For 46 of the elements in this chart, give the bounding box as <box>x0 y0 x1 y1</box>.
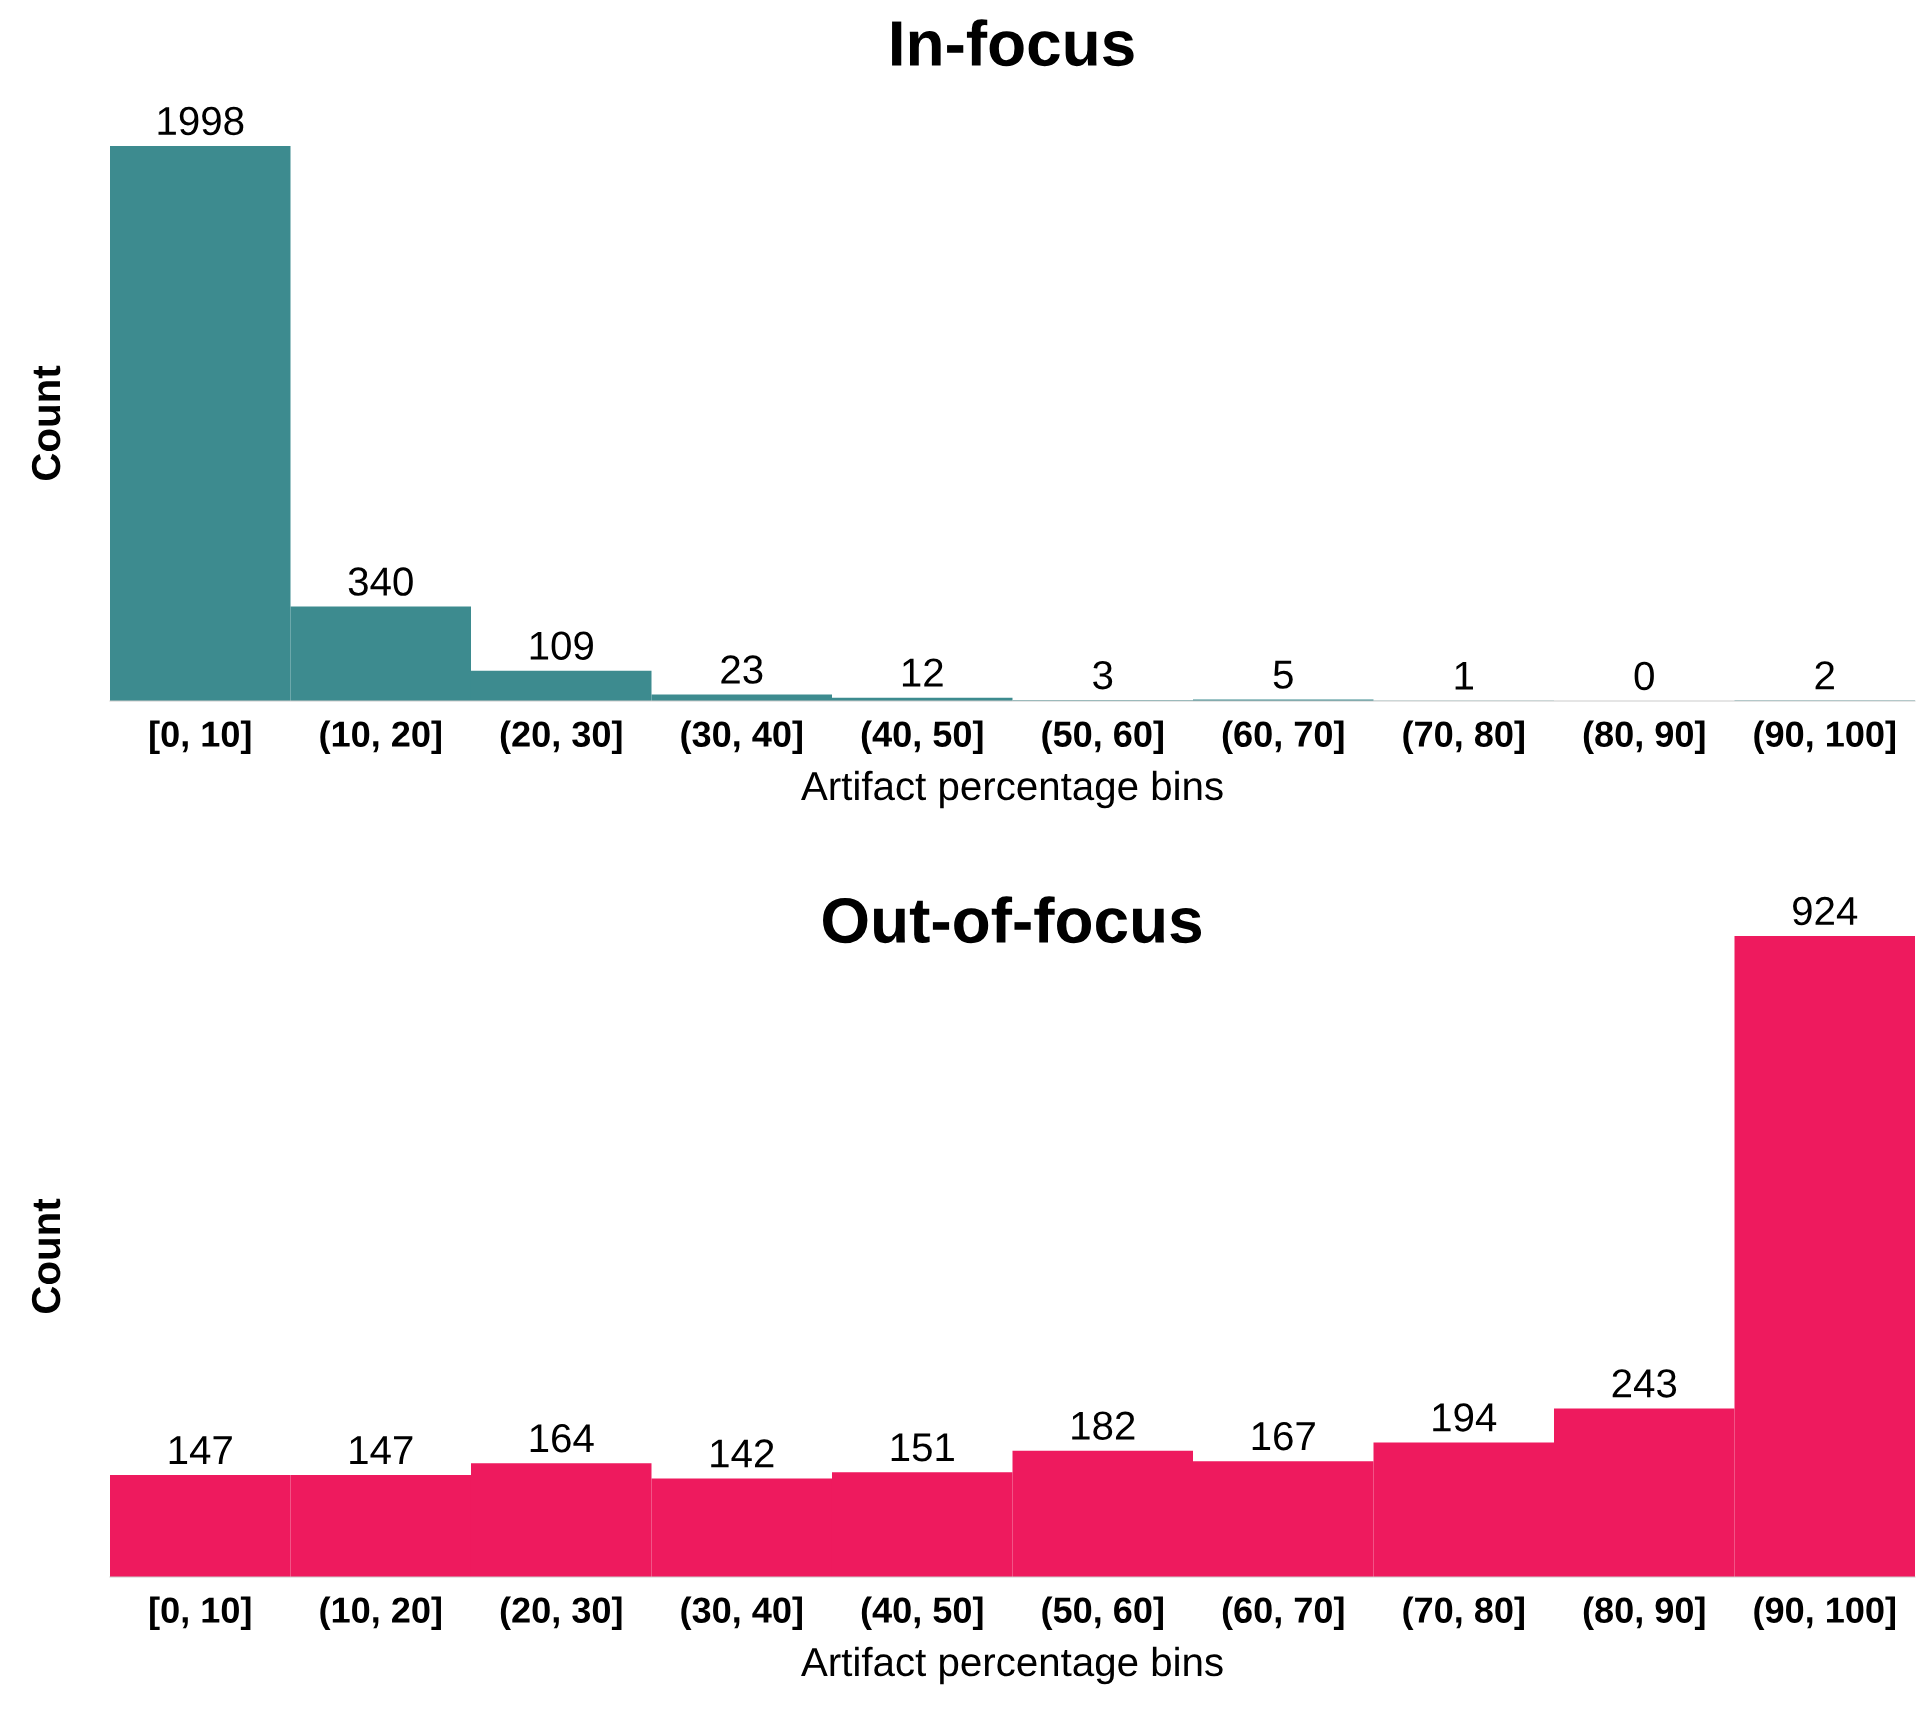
x-tick-label: [0, 10] <box>150 1596 251 1631</box>
data-label: 182 <box>1072 1411 1135 1440</box>
data-label: 3 <box>1093 660 1113 690</box>
data-label: 1 <box>1455 661 1473 690</box>
data-label: 340 <box>348 567 413 596</box>
x-tick-label: (60, 70] <box>1222 1596 1344 1631</box>
x-tick-label: (40, 50] <box>861 1596 983 1631</box>
data-label: 243 <box>1612 1369 1677 1398</box>
x-tick-label: (40, 50] <box>861 720 983 755</box>
x-tick-label: (80, 90] <box>1583 1596 1705 1631</box>
x-tick-label: (10, 20] <box>320 720 441 755</box>
x-tick-label: (20, 30] <box>500 1596 622 1631</box>
data-label: 147 <box>169 1436 232 1464</box>
x-axis-title: Artifact percentage bins <box>801 770 1223 809</box>
data-label: 5 <box>1273 660 1293 689</box>
x-tick-label: [0, 10] <box>150 720 251 755</box>
x-tick-label: (20, 30] <box>500 720 622 755</box>
x-tick-label: (30, 40] <box>681 1596 802 1631</box>
x-tick-label: (90, 100] <box>1754 1596 1895 1631</box>
data-label: 924 <box>1793 896 1858 926</box>
x-tick-label: (50, 60] <box>1042 720 1163 755</box>
x-tick-label: (30, 40] <box>681 720 802 755</box>
data-label: 0 <box>1634 661 1654 691</box>
x-tick-label: (70, 80] <box>1403 1596 1524 1631</box>
y-axis-title: Count <box>31 1198 61 1313</box>
x-tick-label: (90, 100] <box>1754 720 1895 755</box>
data-label: 23 <box>721 655 763 684</box>
x-tick-label: (80, 90] <box>1583 720 1705 755</box>
chart-title: Out-of-focus <box>823 896 1202 944</box>
data-label: 12 <box>902 658 943 687</box>
y-axis-title: Count <box>31 365 61 480</box>
data-label: 164 <box>530 1423 594 1453</box>
x-tick-label: (50, 60] <box>1042 1596 1163 1631</box>
data-label: 109 <box>530 631 593 660</box>
data-label: 1998 <box>158 106 244 136</box>
data-label: 147 <box>350 1436 413 1464</box>
data-label: 2 <box>1815 661 1834 690</box>
x-tick-label: (70, 80] <box>1403 720 1524 755</box>
x-axis-title: Artifact percentage bins <box>801 1646 1223 1685</box>
data-label: 151 <box>891 1433 954 1462</box>
data-label: 142 <box>711 1439 774 1468</box>
x-tick-label: (10, 20] <box>320 1596 441 1631</box>
chart-title: In-focus <box>892 19 1134 67</box>
x-tick-label: (60, 70] <box>1222 720 1344 755</box>
data-label: 167 <box>1252 1421 1315 1451</box>
data-label: 194 <box>1433 1403 1497 1432</box>
